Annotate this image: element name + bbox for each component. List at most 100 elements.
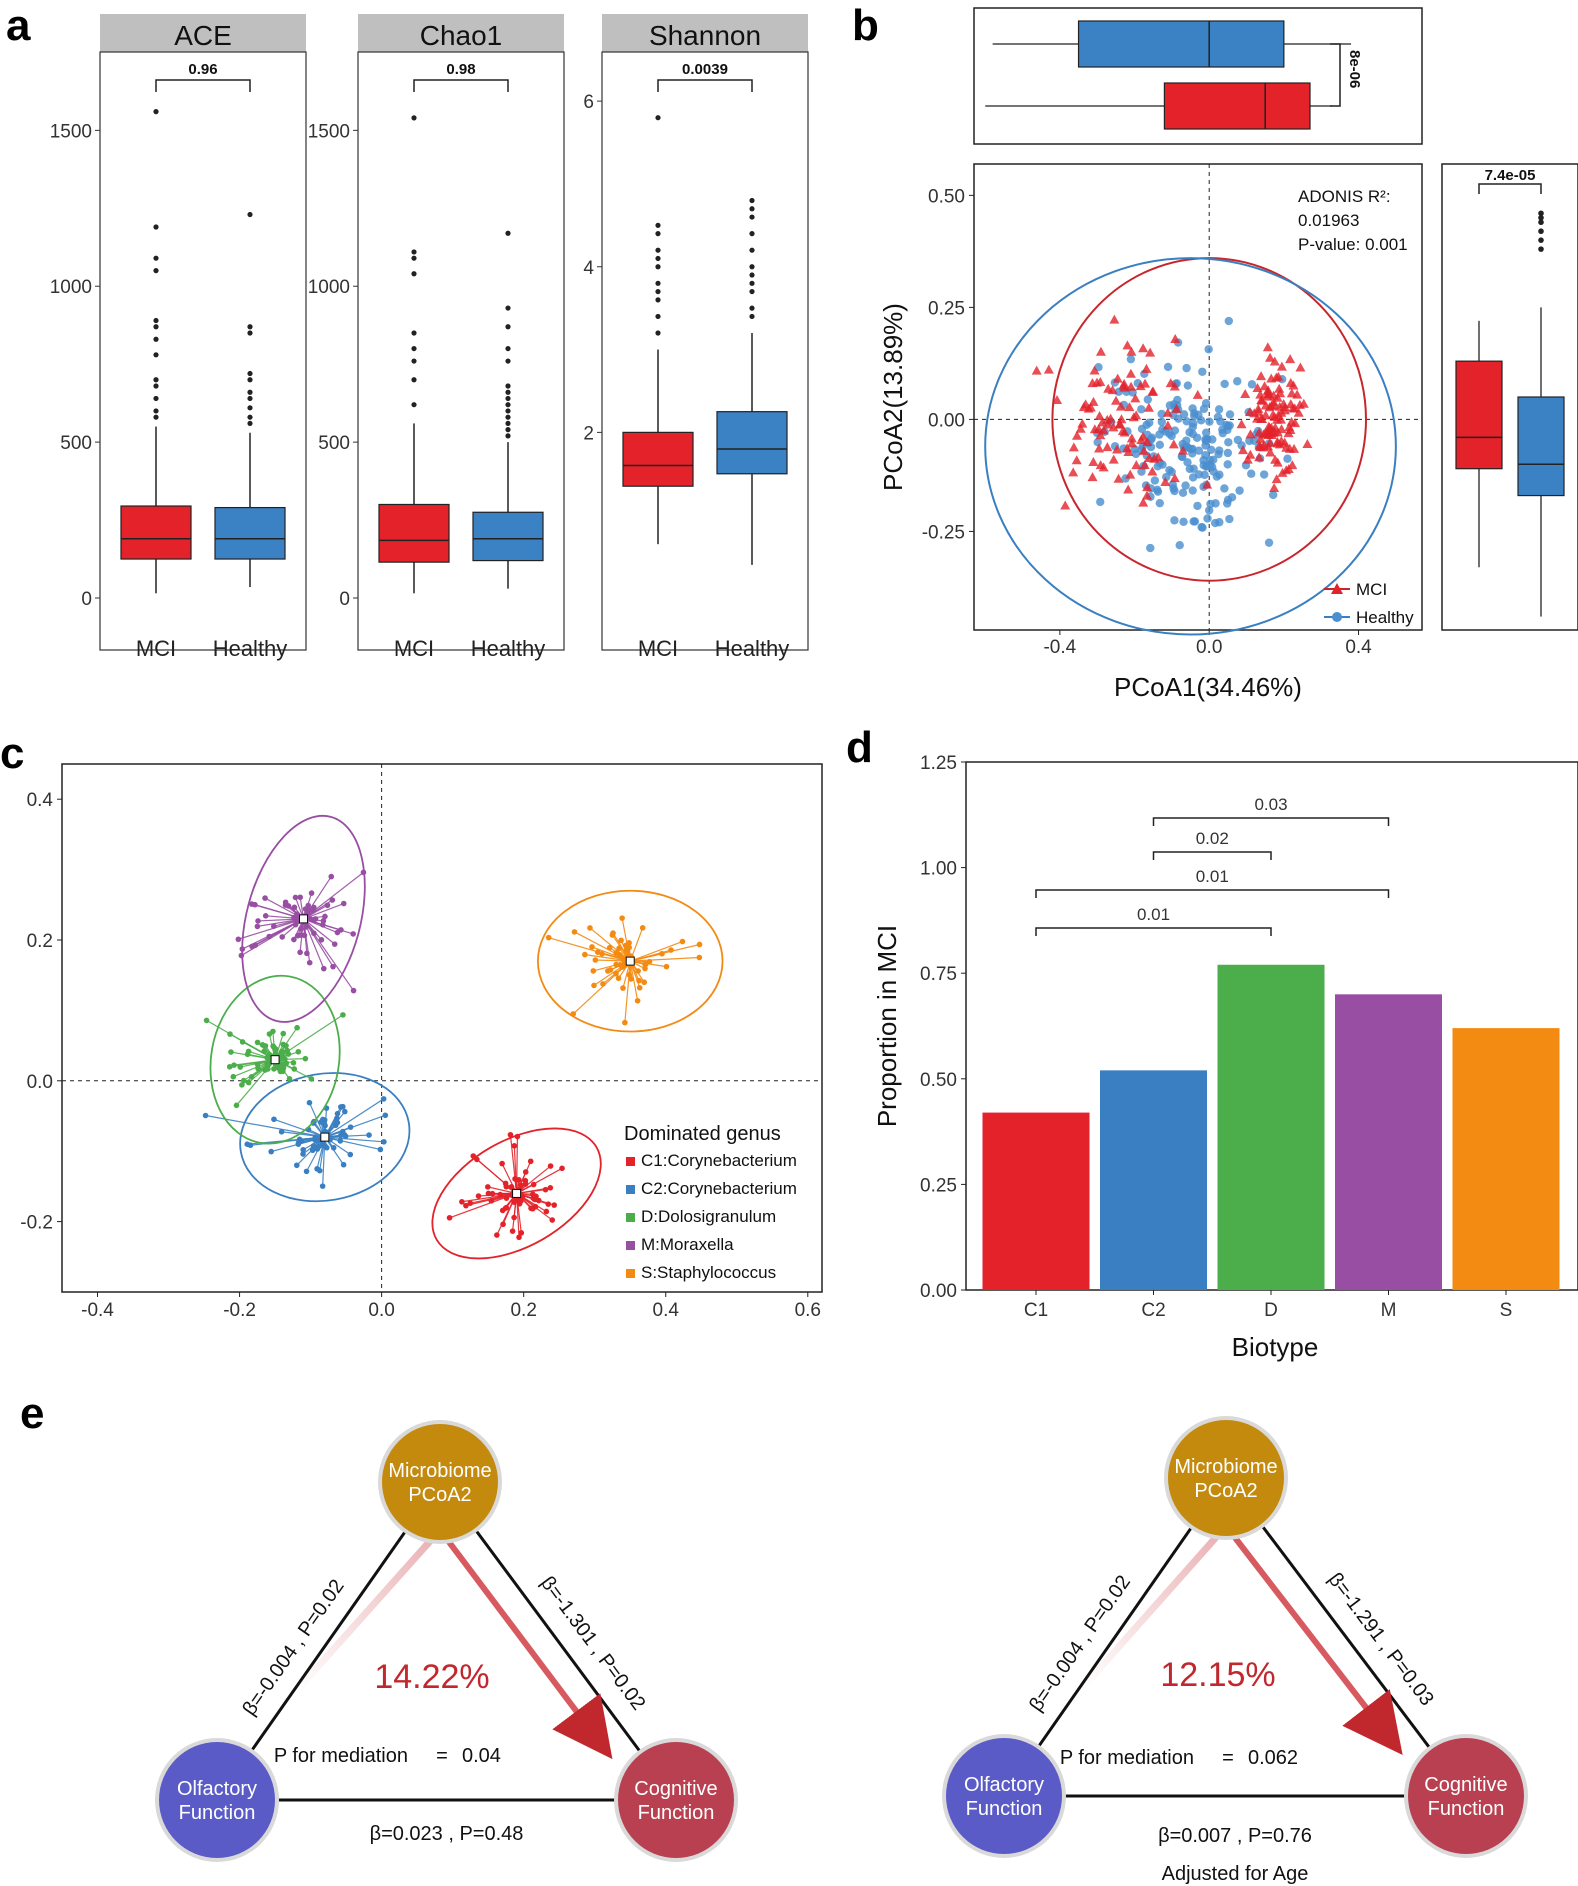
cluster-ellipse (536, 889, 724, 1033)
sample-point (592, 957, 599, 963)
point-mci (1238, 445, 1249, 455)
sample-point (286, 1075, 293, 1082)
point-mci (1105, 413, 1116, 423)
sample-point (639, 925, 646, 931)
legend-swatch-M (626, 1241, 635, 1250)
legend-swatch-S (626, 1269, 635, 1278)
point-mci (1249, 408, 1260, 418)
point-mci (1131, 460, 1142, 470)
sample-point (340, 1012, 346, 1018)
y-axis-title: PCoA2(13.89%) (878, 303, 908, 491)
point-healthy (1235, 486, 1244, 495)
point-healthy (1196, 416, 1206, 425)
y-tick-label: 6 (583, 92, 594, 113)
spider-line (230, 1051, 276, 1061)
y-tick-label: 500 (318, 433, 350, 454)
point-mci (1115, 401, 1126, 411)
outlier-point (655, 330, 661, 336)
outlier-point (411, 377, 417, 383)
mediation-percent: 14.22% (374, 1658, 489, 1696)
point-healthy (1199, 456, 1208, 465)
point-healthy (1225, 514, 1234, 524)
outlier-point (655, 222, 661, 228)
sample-point (642, 961, 649, 968)
sample-point (308, 890, 315, 896)
point-mci (1089, 365, 1100, 375)
x-tick-label: Healthy (715, 636, 790, 661)
centroid-marker (270, 1055, 280, 1065)
x-tick-label: C2 (1141, 1300, 1165, 1321)
outlier-point (411, 358, 417, 364)
legend-label-C1: C1:Corynebacterium (641, 1151, 797, 1170)
point-healthy (1155, 440, 1165, 450)
sample-point (380, 1096, 387, 1102)
sample-point (303, 1168, 310, 1175)
outlier-point (749, 272, 755, 278)
spider-line (258, 918, 304, 922)
point-mci (1256, 395, 1267, 405)
y-tick-label: 0.75 (920, 964, 957, 985)
point-healthy (1215, 518, 1224, 527)
point-mci (1108, 454, 1119, 464)
outlier-point (153, 408, 159, 414)
sample-point (509, 1228, 516, 1234)
point-mci (1265, 428, 1276, 438)
centroid-marker (320, 1132, 330, 1142)
sample-point (347, 1151, 354, 1158)
point-mci (1202, 479, 1213, 489)
point-mci (1123, 484, 1134, 494)
node-microbiome (1168, 1420, 1284, 1536)
sample-point (237, 1064, 244, 1070)
sample-point (350, 931, 356, 937)
sample-point (320, 965, 327, 972)
comparison-p-value: 0.03 (1254, 795, 1287, 814)
point-healthy (1137, 424, 1147, 434)
sample-point (330, 963, 336, 970)
x-tick-label: C1 (1024, 1300, 1048, 1321)
point-mci (1097, 417, 1108, 427)
point-healthy (1193, 501, 1202, 511)
point-healthy (1150, 476, 1160, 485)
box-healthy (472, 511, 544, 562)
point-mci (1265, 352, 1276, 362)
right-box-healthy (1517, 396, 1565, 497)
sample-point (231, 1062, 237, 1068)
sample-point (297, 949, 303, 956)
significance-bracket (413, 79, 509, 92)
spider-line (624, 961, 631, 1023)
point-mci (1298, 398, 1309, 408)
sample-point (306, 959, 313, 966)
point-mci (1284, 422, 1295, 432)
x-tick-label: -0.4 (1043, 637, 1076, 658)
spider-line (308, 1102, 326, 1138)
point-mci (1271, 474, 1282, 484)
mediation-diagram-1: MicrobiomePCoA2OlfactoryFunctionCognitiv… (155, 1420, 738, 1862)
point-healthy (1198, 367, 1207, 376)
point-mci (1124, 402, 1135, 412)
outlier-point (411, 402, 417, 408)
point-mci (1276, 361, 1287, 371)
y-tick-label: 1.25 (920, 753, 957, 774)
outlier-point (505, 402, 511, 408)
outlier-point (1538, 246, 1544, 252)
node-olfactory-label: Olfactory (177, 1778, 257, 1800)
point-mci (1085, 402, 1096, 412)
point-healthy (1224, 438, 1233, 447)
point-mci (1110, 395, 1121, 405)
point-mci (1284, 443, 1295, 453)
sample-point (310, 908, 316, 914)
sample-point (499, 1160, 505, 1167)
point-healthy (1179, 517, 1188, 527)
sample-point (248, 1074, 255, 1080)
comparison-p-value: 0.02 (1196, 829, 1229, 848)
sample-point (228, 1049, 234, 1055)
sample-point (527, 1158, 534, 1165)
strip-header (100, 14, 306, 52)
point-mci (1254, 427, 1265, 437)
outlier-point (153, 414, 159, 420)
sample-point (532, 1203, 539, 1210)
point-healthy (1227, 493, 1237, 502)
box-mci (378, 503, 450, 563)
point-healthy (1201, 428, 1211, 437)
sample-point (610, 930, 616, 936)
